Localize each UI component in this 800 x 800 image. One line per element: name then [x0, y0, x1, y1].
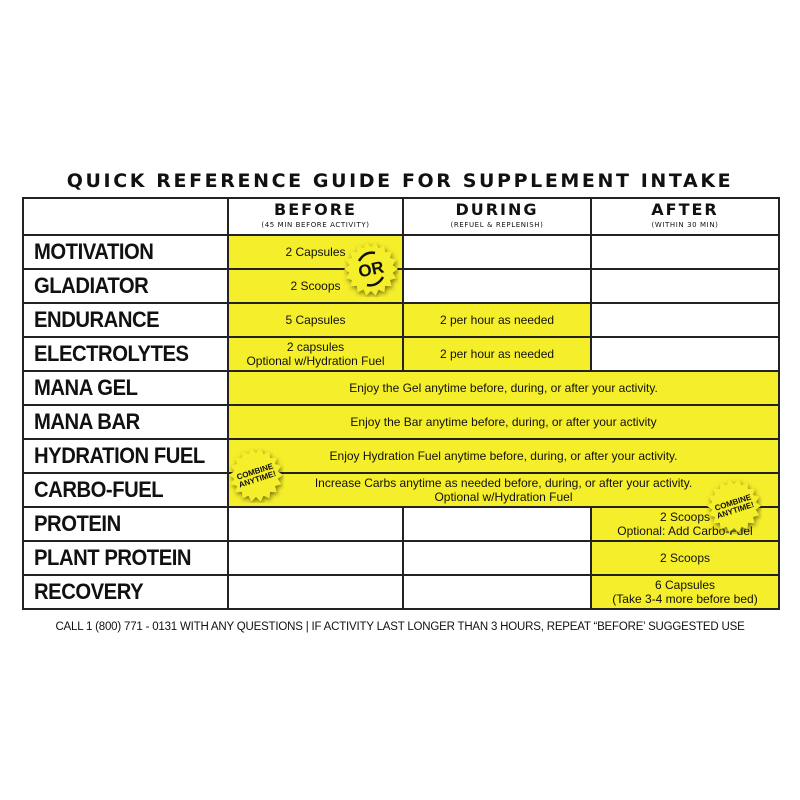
- after-cell: 6 Capsules (Take 3-4 more before bed): [590, 574, 780, 610]
- after-cell: [590, 234, 780, 270]
- svg-text:OR: OR: [357, 258, 386, 282]
- row-label: GLADIATOR: [22, 268, 229, 304]
- after-cell: [590, 268, 780, 304]
- before-cell: [227, 506, 404, 542]
- during-cell: [402, 574, 592, 610]
- header-after: AFTER (within 30 min): [590, 197, 780, 236]
- header-empty: [22, 197, 229, 236]
- anytime-cell: Enjoy the Bar anytime before, during, or…: [227, 404, 780, 440]
- anytime-cell: Enjoy Hydration Fuel anytime before, dur…: [227, 438, 780, 474]
- page-title: QUICK REFERENCE GUIDE FOR SUPPLEMENT INT…: [66, 170, 734, 192]
- row-label: ELECTROLYTES: [22, 336, 229, 372]
- after-cell: 2 Scoops: [590, 540, 780, 576]
- before-cell: 2 capsules Optional w/Hydration Fuel: [227, 336, 404, 372]
- row-label: PROTEIN: [22, 506, 229, 542]
- after-cell: [590, 336, 780, 372]
- footer-note: CALL 1 (800) 771 - 0131 WITH ANY QUESTIO…: [55, 621, 745, 633]
- during-cell: [402, 234, 592, 270]
- table-row: PROTEIN 2 Scoops Optional: Add Carbo-Fuel: [22, 506, 780, 542]
- during-cell: 2 per hour as needed: [402, 336, 592, 372]
- during-cell: [402, 506, 592, 542]
- supplement-table: BEFORE (45 min before activity) DURING (re…: [22, 197, 780, 610]
- header-row: BEFORE (45 min before activity) DURING (re…: [22, 197, 780, 236]
- row-label: ENDURANCE: [22, 302, 229, 338]
- table-row: PLANT PROTEIN 2 Scoops: [22, 540, 780, 576]
- after-cell: [590, 302, 780, 338]
- table-row: ELECTROLYTES 2 capsules Optional w/Hydrat…: [22, 336, 780, 372]
- before-cell: 5 Capsules: [227, 302, 404, 338]
- table-row: MANA GEL Enjoy the Gel anytime before, d…: [22, 370, 780, 406]
- row-label: MANA BAR: [22, 404, 229, 440]
- during-cell: [402, 268, 592, 304]
- row-label: PLANT PROTEIN: [22, 540, 229, 576]
- table-row: CARBO-FUEL Increase Carbs anytime as nee…: [22, 472, 780, 508]
- row-label: CARBO-FUEL: [22, 472, 229, 508]
- table-row: MOTIVATION 2 Capsules: [22, 234, 780, 270]
- anytime-cell: Increase Carbs anytime as needed before,…: [227, 472, 780, 508]
- row-label: HYDRATION FUEL: [22, 438, 229, 474]
- during-cell: [402, 540, 592, 576]
- header-before: BEFORE (45 min before activity): [227, 197, 404, 236]
- table-row: HYDRATION FUEL Enjoy Hydration Fuel anyt…: [22, 438, 780, 474]
- row-label: MOTIVATION: [22, 234, 229, 270]
- table-row: ENDURANCE 5 Capsules 2 per hour as neede…: [22, 302, 780, 338]
- before-cell: [227, 540, 404, 576]
- header-during: DURING (refuel & replenish): [402, 197, 592, 236]
- table-row: MANA BAR Enjoy the Bar anytime before, d…: [22, 404, 780, 440]
- row-label: RECOVERY: [22, 574, 229, 610]
- table-row: GLADIATOR 2 Scoops: [22, 268, 780, 304]
- anytime-cell: Enjoy the Gel anytime before, during, or…: [227, 370, 780, 406]
- table-row: RECOVERY 6 Capsules (Take 3-4 more before…: [22, 574, 780, 610]
- during-cell: 2 per hour as needed: [402, 302, 592, 338]
- before-cell: [227, 574, 404, 610]
- or-badge-icon: OR: [344, 242, 398, 296]
- row-label: MANA GEL: [22, 370, 229, 406]
